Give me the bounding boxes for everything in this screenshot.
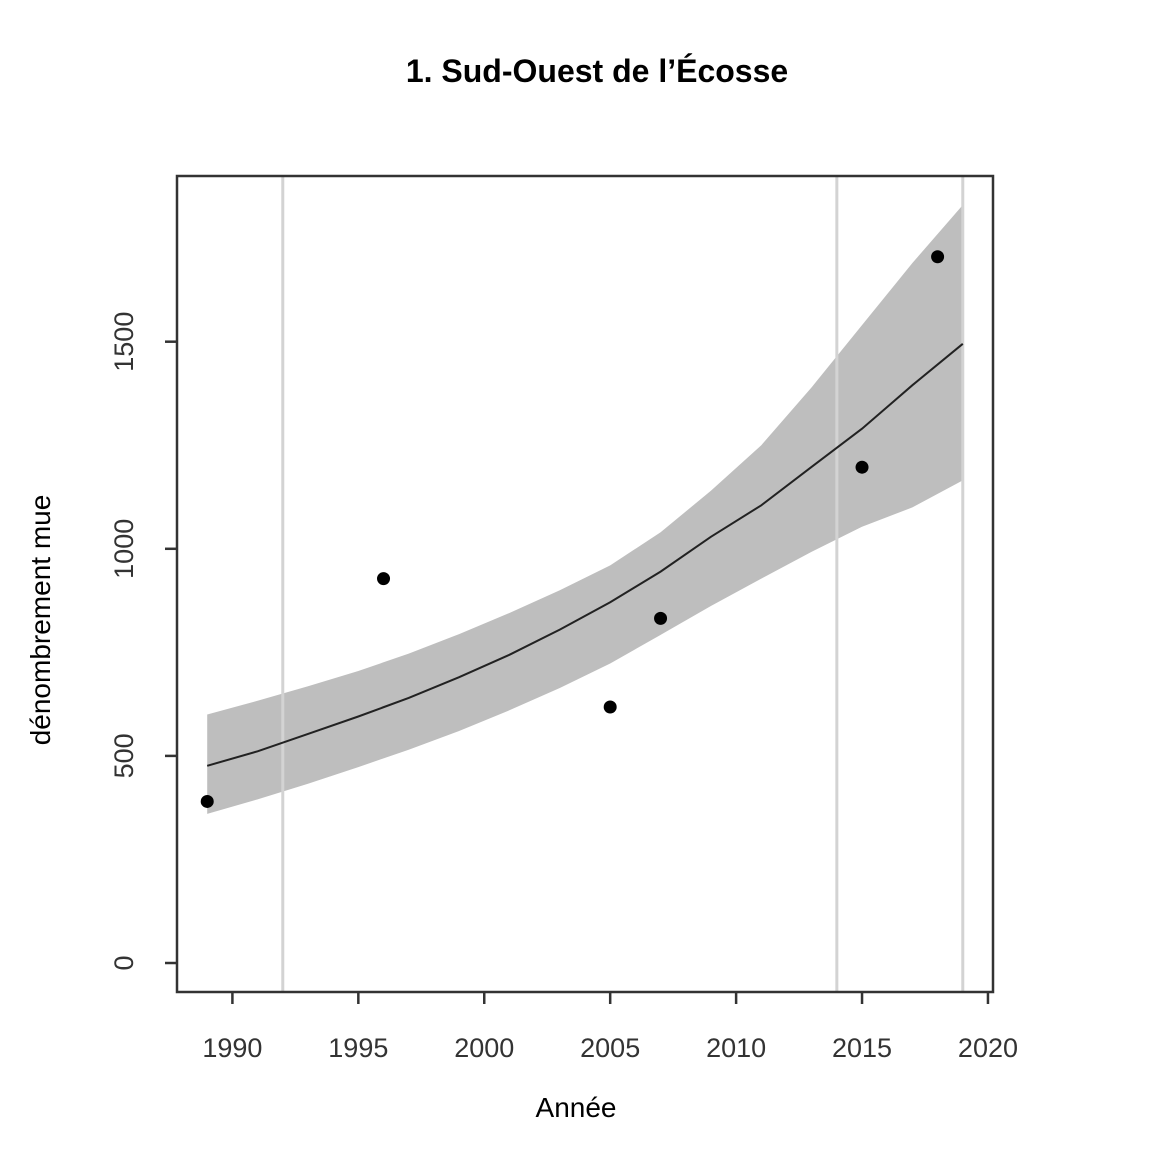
plot-frame — [175, 174, 995, 994]
x-tick-label-1990: 1990 — [202, 1033, 262, 1063]
confidence-band — [207, 205, 963, 814]
y-tick-label-1000: 1000 — [109, 519, 139, 579]
trend-line — [206, 343, 964, 767]
x-tick-label-2000: 2000 — [454, 1033, 514, 1063]
data-point-0 — [200, 794, 214, 808]
y-tick-label-0: 0 — [109, 955, 139, 970]
y-tick-label-1500: 1500 — [109, 312, 139, 372]
x-tick-label-1995: 1995 — [328, 1033, 388, 1063]
data-point-3 — [654, 611, 668, 625]
data-point-5 — [931, 250, 945, 264]
data-point-1 — [377, 572, 391, 586]
x-tick-label-2005: 2005 — [580, 1033, 640, 1063]
x-tick-label-2020: 2020 — [958, 1033, 1018, 1063]
x-tick-label-2010: 2010 — [706, 1033, 766, 1063]
y-axis-label: dénombrement mue — [25, 495, 56, 746]
chart-title: 1. Sud-Ouest de l’Écosse — [406, 53, 788, 89]
plot-area: 1990 1995 2000 2005 2010 2015 2020 0 500 1000 1500 — [109, 174, 1018, 1063]
data-point-2 — [603, 700, 617, 714]
x-tick-label-2015: 2015 — [832, 1033, 892, 1063]
y-tick-label-500: 500 — [109, 733, 139, 778]
data-point-4 — [855, 460, 869, 474]
x-axis-label: Année — [536, 1092, 617, 1123]
